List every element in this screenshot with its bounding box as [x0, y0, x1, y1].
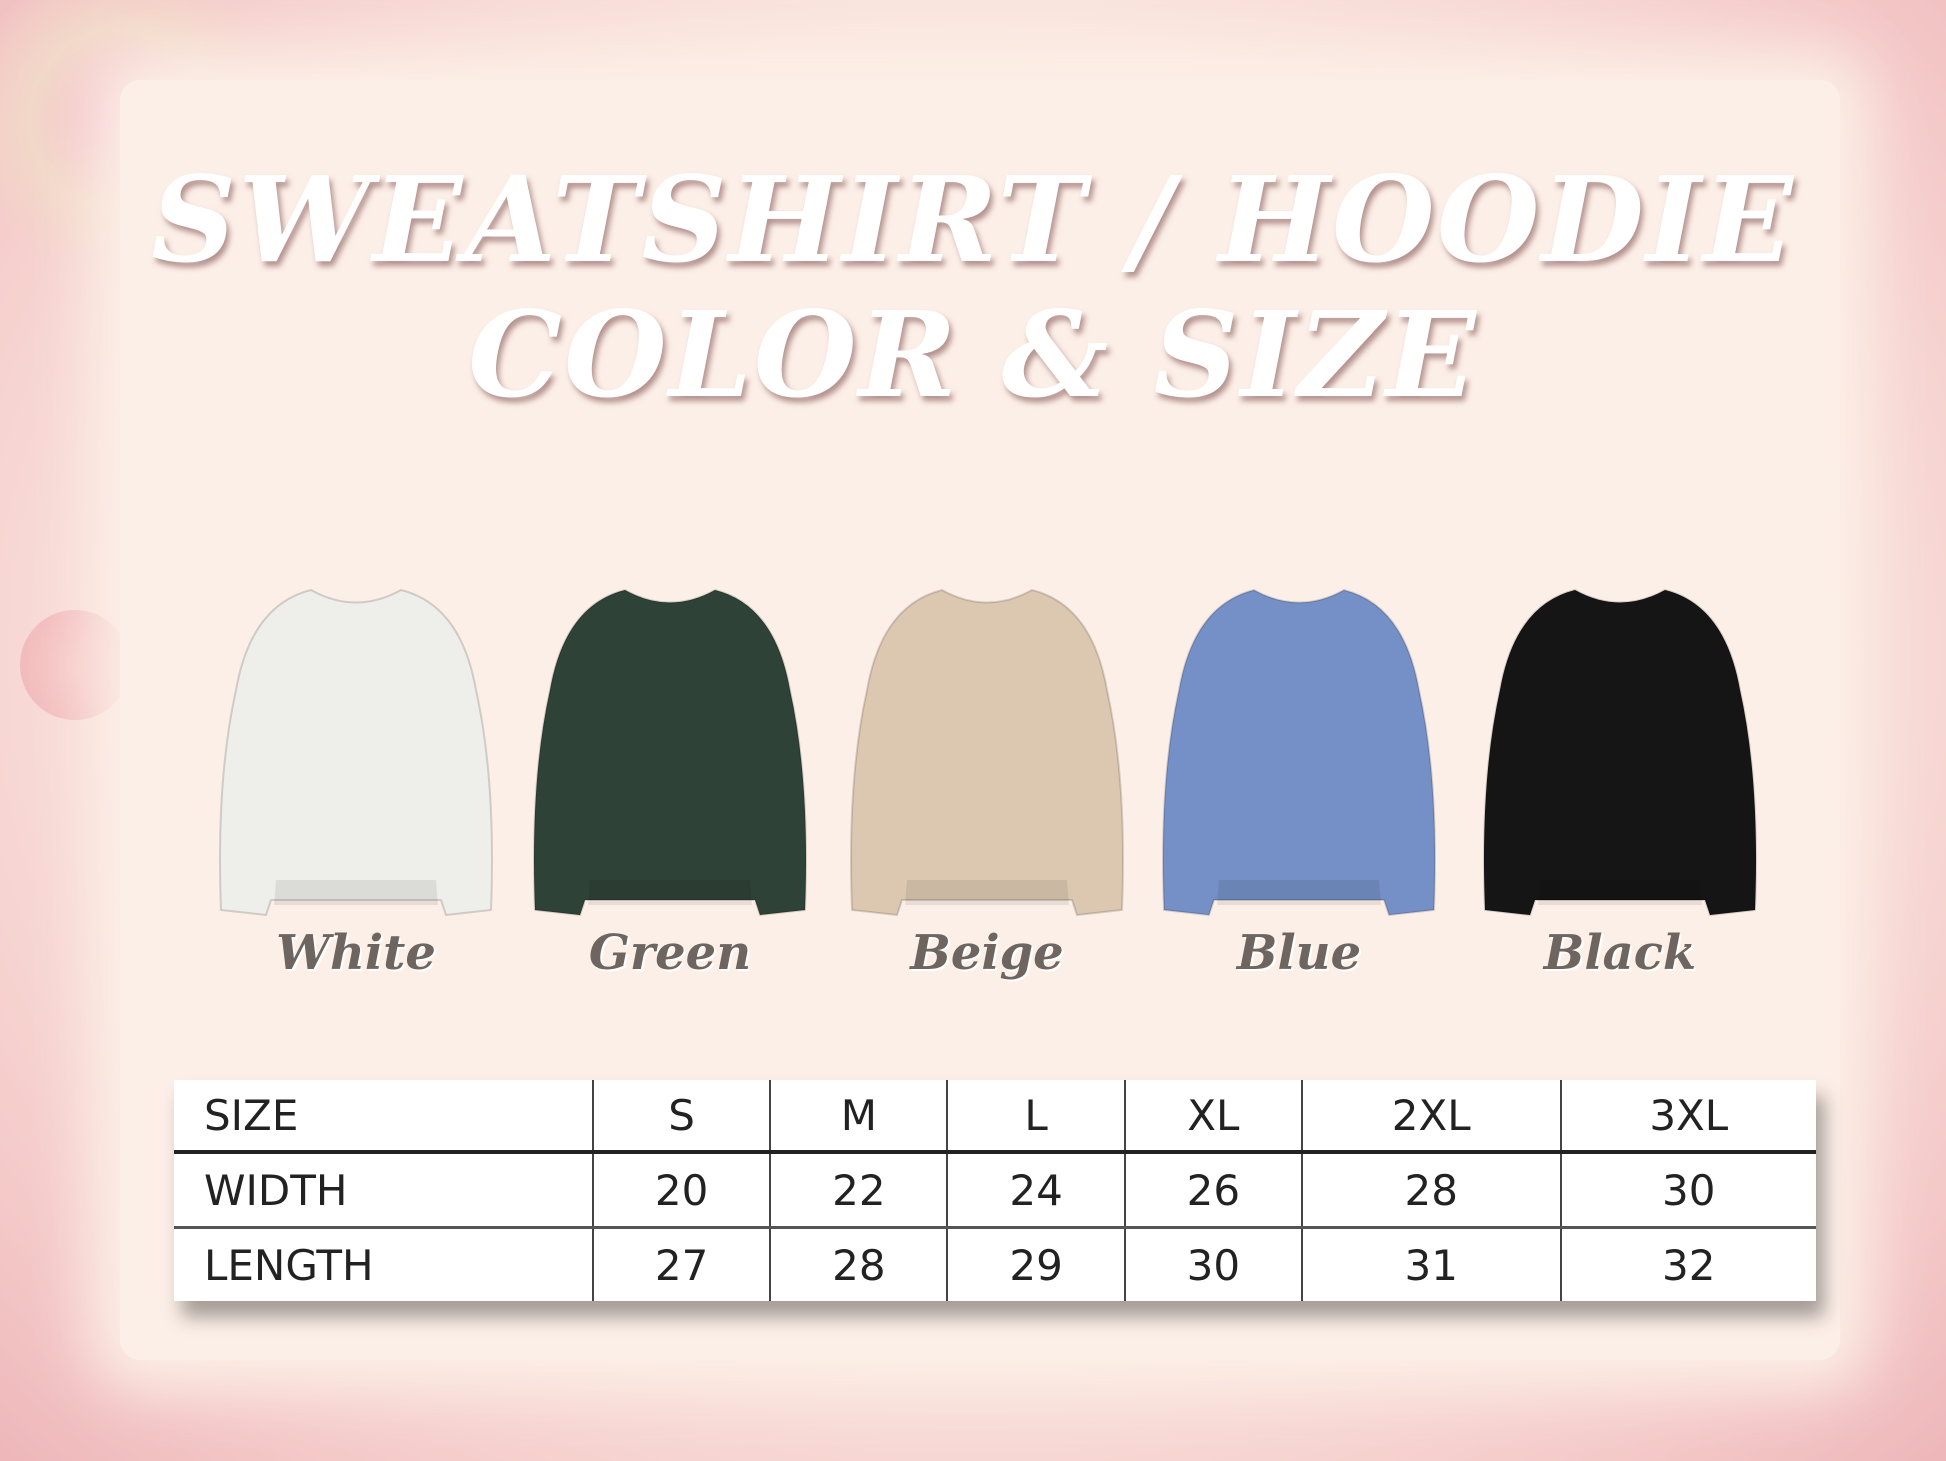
size-table: SIZE S M L XL 2XL 3XL WIDTH 20 22 24 26 … [174, 1080, 1816, 1301]
sweatshirt-beige [837, 580, 1137, 930]
table-cell: 30 [1559, 1152, 1816, 1229]
length-row: LENGTH 27 28 29 30 31 32 [174, 1227, 1816, 1301]
sweatshirt-white [206, 580, 506, 930]
color-label: White [276, 925, 436, 981]
title-line-1: SWEATSHIRT / HOODIE [150, 150, 1796, 289]
table-cell: 22 [769, 1152, 948, 1229]
sweatshirt-green [520, 580, 820, 930]
color-label: Black [1543, 925, 1697, 981]
table-cell: 26 [1123, 1152, 1302, 1229]
table-cell: 24 [946, 1152, 1125, 1229]
table-cell: 28 [769, 1227, 948, 1301]
button-decoration [20, 610, 130, 720]
color-label: Beige [910, 925, 1064, 981]
color-label: Blue [1236, 925, 1362, 981]
row-label: LENGTH [204, 1240, 374, 1290]
width-row: WIDTH 20 22 24 26 28 30 [174, 1152, 1816, 1229]
size-header-cell: 2XL [1300, 1080, 1561, 1154]
size-header-cell: 3XL [1559, 1080, 1816, 1154]
table-cell: 30 [1123, 1227, 1302, 1301]
table-cell: 31 [1300, 1227, 1561, 1301]
table-cell: 29 [946, 1227, 1125, 1301]
table-cell: 32 [1559, 1227, 1816, 1301]
size-header-cell: XL [1123, 1080, 1302, 1154]
size-header-row: SIZE S M L XL 2XL 3XL [174, 1080, 1816, 1154]
size-header-cell: L [946, 1080, 1125, 1154]
size-header-cell: S [591, 1080, 771, 1154]
row-label: WIDTH [174, 1152, 593, 1229]
sweatshirt-black [1470, 580, 1770, 930]
table-cell: 20 [591, 1152, 771, 1229]
sweatshirt-blue [1149, 580, 1449, 930]
title-line-2: COLOR & SIZE [468, 285, 1478, 424]
table-cell: 28 [1300, 1152, 1561, 1229]
color-label: Green [588, 925, 752, 981]
size-header-cell: M [769, 1080, 948, 1154]
table-cell: 27 [591, 1227, 771, 1301]
size-header-cell: SIZE [174, 1080, 593, 1154]
